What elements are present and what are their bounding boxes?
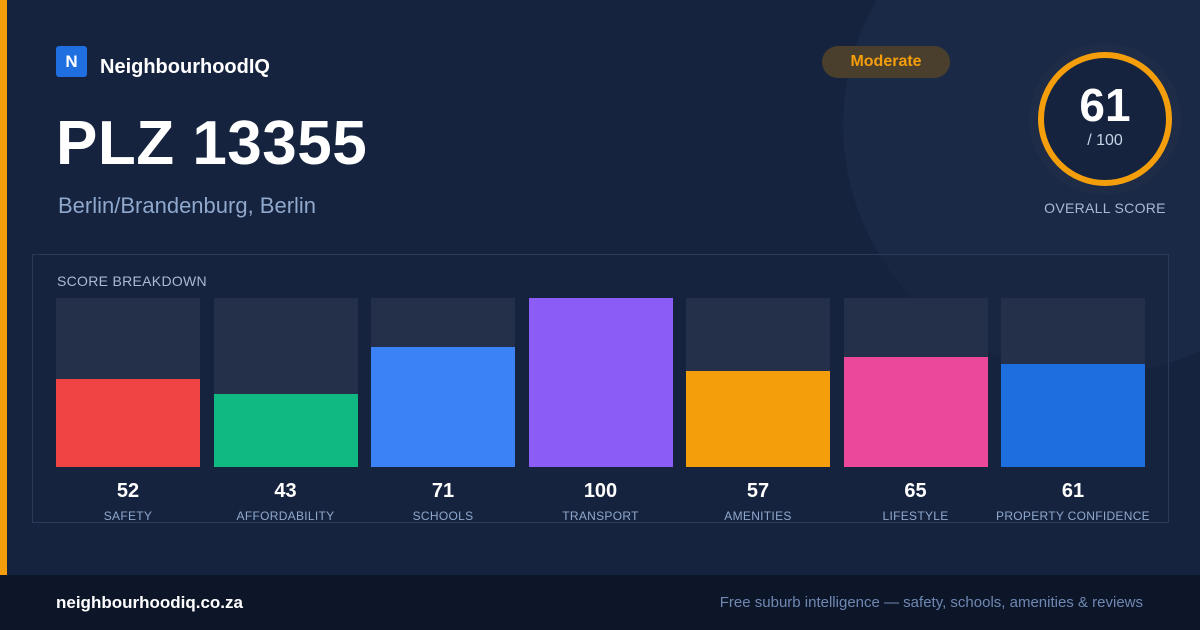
bar-value: 71: [431, 480, 455, 502]
bar-label: TRANSPORT: [562, 509, 639, 523]
bar-fill: [213, 394, 358, 467]
bar-fill: [56, 379, 200, 467]
bar-fill: [528, 298, 673, 467]
logo-letter: N: [65, 51, 78, 71]
bar-value: 100: [583, 480, 618, 502]
bar-property-confidence: 61 PROPERTY CONFIDENCE: [996, 298, 1150, 523]
bar-value: 65: [904, 480, 927, 502]
location-text: Berlin/Brandenburg, Berlin: [58, 193, 317, 218]
bar-track: [1001, 298, 1145, 467]
accent-bar: [0, 0, 7, 575]
bar-value: 43: [274, 480, 297, 502]
bar-label: AMENITIES: [724, 509, 792, 523]
bar-track: [843, 298, 988, 467]
logo-icon: N: [56, 46, 87, 77]
bar-schools: 71 SCHOOLS: [371, 298, 515, 523]
footer-domain: neighbourhoodiq.co.za: [56, 593, 243, 612]
bar-track: [371, 298, 515, 467]
gauge-ring-fill: [1038, 52, 1172, 186]
bar-transport: 100 TRANSPORT: [528, 298, 673, 523]
overall-score-max: / 100: [1087, 132, 1123, 149]
bar-value: 57: [746, 480, 770, 502]
overall-score-value: 61: [1079, 79, 1131, 131]
bar-amenities: 57 AMENITIES: [686, 298, 830, 523]
bar-value: 52: [116, 480, 140, 502]
overall-score-gauge: 61 / 100: [1028, 42, 1182, 196]
footer-tagline: Free suburb intelligence — safety, schoo…: [719, 594, 1143, 611]
page-title: PLZ 13355: [56, 109, 368, 178]
footer: neighbourhoodiq.co.za Free suburb intell…: [0, 575, 1200, 630]
bar-fill: [843, 357, 988, 467]
bar-fill: [1001, 363, 1145, 467]
bar-lifestyle: 65 LIFESTYLE: [843, 298, 988, 523]
gauge-ring: [1029, 43, 1181, 195]
bar-track: [213, 298, 358, 467]
bar-safety: 52 SAFETY: [56, 298, 200, 523]
bar-affordability: 43 AFFORDABILITY: [213, 298, 358, 523]
status-badge: Moderate: [822, 46, 950, 78]
og-card: N NeighbourhoodIQ PLZ 13355 Berlin/Brand…: [0, 0, 1182, 575]
bar-label: LIFESTYLE: [882, 509, 949, 523]
bar-label: SCHOOLS: [412, 509, 474, 523]
breakdown-title: SCORE BREAKDOWN: [57, 273, 207, 289]
bar-value: 61: [1061, 480, 1085, 502]
bar-fill: [686, 370, 830, 467]
bar-label: PROPERTY CONFIDENCE: [996, 509, 1150, 523]
bar-track: [56, 298, 200, 467]
bar-track: [686, 298, 830, 467]
brand-name: NeighbourhoodIQ: [100, 56, 270, 78]
bar-label: AFFORDABILITY: [236, 509, 335, 523]
score-breakdown-panel: SCORE BREAKDOWN 52 SAFETY 43 AFFORDABILITY 7…: [32, 254, 1169, 523]
bar-fill: [371, 347, 515, 467]
bar-track: [528, 298, 673, 467]
bar-label: SAFETY: [103, 509, 153, 523]
overall-score-label: OVERALL SCORE: [1044, 200, 1166, 216]
